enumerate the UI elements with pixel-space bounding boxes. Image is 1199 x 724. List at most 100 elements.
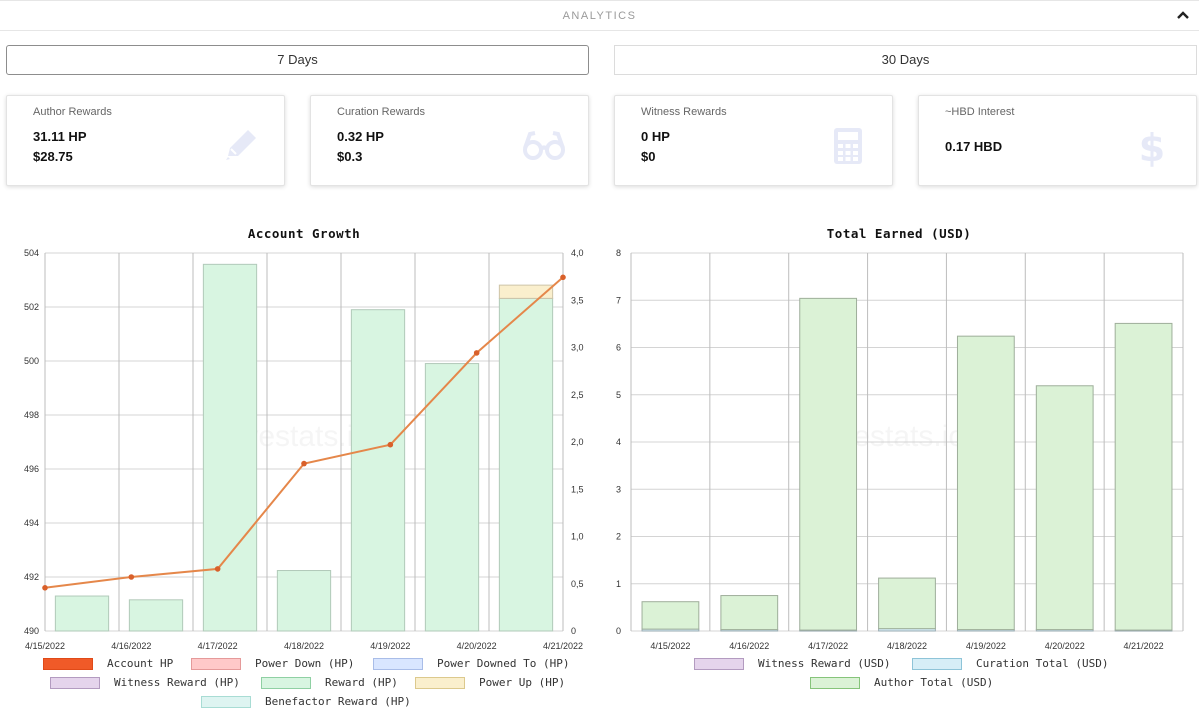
card-label: Author Rewards bbox=[33, 106, 112, 118]
dollar-icon: $ bbox=[1139, 126, 1165, 168]
card-value-hp: 31.11 HP bbox=[33, 129, 87, 144]
data-point bbox=[301, 460, 307, 467]
pencil-icon bbox=[226, 130, 256, 160]
legend-swatch bbox=[415, 677, 465, 689]
legend-label: Power Down (HP) bbox=[255, 657, 355, 670]
data-point bbox=[560, 274, 566, 281]
y-tick-label: 504 bbox=[24, 248, 39, 258]
data-point bbox=[128, 574, 135, 580]
range-30-days-button[interactable]: 30 Days bbox=[614, 45, 1197, 75]
bar bbox=[720, 595, 779, 631]
y-tick-label: 2 bbox=[616, 532, 621, 542]
y-tick-label: 8 bbox=[616, 248, 621, 258]
bar bbox=[498, 297, 554, 632]
y-tick-label: 6 bbox=[616, 343, 621, 353]
y-tick-label: 7 bbox=[616, 295, 621, 305]
card-value-hp: 0.32 HP bbox=[337, 129, 384, 144]
y2-tick-label: 1,0 bbox=[571, 532, 584, 542]
y2-tick-label: 1,5 bbox=[571, 484, 584, 494]
bar bbox=[276, 570, 332, 632]
y-tick-label: 492 bbox=[24, 572, 39, 582]
y-tick-label: 502 bbox=[24, 302, 39, 312]
analytics-header: ANALYTICS bbox=[0, 0, 1199, 31]
y-tick-label: 494 bbox=[24, 518, 39, 528]
svg-text:$: $ bbox=[1139, 126, 1165, 168]
x-tick-label: 4/20/2022 bbox=[457, 641, 497, 651]
bar bbox=[350, 309, 406, 632]
legend-label: Witness Reward (USD) bbox=[758, 657, 891, 670]
curation-rewards-card: Curation Rewards 0.32 HP $0.3 bbox=[310, 95, 589, 186]
legend-swatch bbox=[50, 677, 100, 689]
y2-tick-label: 3,5 bbox=[571, 295, 584, 305]
bar bbox=[54, 595, 110, 632]
total-earned-title: Total Earned (USD) bbox=[826, 226, 972, 241]
data-point bbox=[42, 585, 48, 591]
card-value-usd: $0 bbox=[641, 149, 656, 164]
bar bbox=[956, 335, 1015, 631]
bar bbox=[641, 601, 700, 630]
y-tick-label: 5 bbox=[616, 390, 621, 400]
bar bbox=[1114, 322, 1173, 631]
legend-swatch bbox=[694, 658, 744, 670]
bar bbox=[878, 577, 936, 630]
y-tick-label: 496 bbox=[24, 464, 39, 474]
legend-label: Power Up (HP) bbox=[479, 676, 566, 689]
bar bbox=[424, 363, 480, 632]
glasses-icon bbox=[523, 131, 565, 160]
x-tick-label: 4/16/2022 bbox=[111, 641, 151, 651]
y-tick-label: 498 bbox=[24, 410, 39, 420]
legend-swatch bbox=[373, 658, 423, 670]
bar bbox=[498, 284, 554, 299]
account-growth-title: Account Growth bbox=[247, 226, 361, 241]
card-label: Witness Rewards bbox=[641, 106, 727, 118]
y-tick-label: 500 bbox=[24, 356, 39, 366]
legend-label: Author Total (USD) bbox=[874, 676, 994, 689]
y2-tick-label: 2,0 bbox=[571, 437, 584, 447]
y2-tick-label: 4,0 bbox=[571, 248, 584, 258]
x-tick-label: 4/20/2022 bbox=[1045, 641, 1085, 651]
account-growth-chart: 490 492 494 496 498 500 502 504 0 0,5 1,0 1,5 2,0 2,5… bbox=[24, 248, 584, 651]
x-tick-label: 4/15/2022 bbox=[650, 641, 690, 651]
bar bbox=[128, 599, 184, 632]
total-earned-chart: 0 1 2 3 4 5 6 7 8 4/15/2022 4/16/2022 4/17/2022 4/18… bbox=[616, 248, 1184, 651]
data-point bbox=[387, 441, 394, 448]
x-tick-label: 4/18/2022 bbox=[887, 641, 927, 651]
x-tick-label: 4/21/2022 bbox=[543, 641, 583, 651]
section-title: ANALYTICS bbox=[562, 10, 637, 22]
y2-tick-label: 0 bbox=[571, 626, 576, 636]
legend-swatch bbox=[43, 658, 93, 670]
x-tick-label: 4/17/2022 bbox=[808, 641, 848, 651]
x-tick-label: 4/21/2022 bbox=[1124, 641, 1164, 651]
bar bbox=[1035, 385, 1094, 631]
legend-label: Account HP bbox=[107, 657, 174, 670]
y-tick-label: 4 bbox=[616, 437, 621, 447]
legend-swatch bbox=[810, 677, 860, 689]
legend-label: Benefactor Reward (HP) bbox=[265, 695, 411, 708]
y-tick-label: 1 bbox=[616, 579, 621, 589]
card-value-hbd: 0.17 HBD bbox=[945, 139, 1003, 154]
author-rewards-card: Author Rewards 31.11 HP $28.75 bbox=[6, 95, 285, 186]
x-tick-label: 4/19/2022 bbox=[370, 641, 410, 651]
hbd-interest-card: ~HBD Interest 0.17 HBD $ bbox=[918, 95, 1197, 186]
bar bbox=[799, 297, 858, 631]
y-tick-label: 3 bbox=[616, 484, 621, 494]
x-tick-label: 4/19/2022 bbox=[966, 641, 1006, 651]
legend-label: Power Downed To (HP) bbox=[437, 657, 570, 670]
y-tick-label: 0 bbox=[616, 626, 621, 636]
card-label: ~HBD Interest bbox=[945, 106, 1015, 118]
y2-tick-label: 2,5 bbox=[571, 390, 584, 400]
card-value-usd: $28.75 bbox=[33, 149, 73, 164]
legend-swatch bbox=[191, 658, 241, 670]
x-tick-label: 4/17/2022 bbox=[198, 641, 238, 651]
card-value-usd: $0.3 bbox=[337, 149, 363, 164]
data-point bbox=[214, 566, 221, 572]
chevron-up-icon[interactable] bbox=[1175, 7, 1191, 23]
calculator-icon bbox=[834, 128, 862, 164]
y-tick-label: 490 bbox=[24, 626, 39, 636]
range-7-days-button[interactable]: 7 Days bbox=[6, 45, 589, 75]
legend-swatch bbox=[261, 677, 311, 689]
y2-tick-label: 3,0 bbox=[571, 343, 584, 353]
legend-label: Witness Reward (HP) bbox=[114, 676, 240, 689]
x-tick-label: 4/18/2022 bbox=[284, 641, 324, 651]
card-value-hp: 0 HP bbox=[641, 129, 670, 144]
